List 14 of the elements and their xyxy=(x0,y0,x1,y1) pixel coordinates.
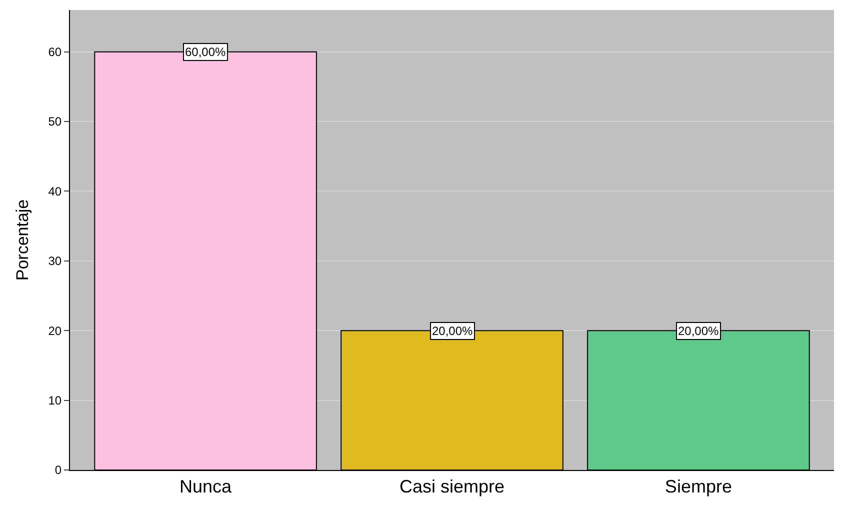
data-label: 20,00% xyxy=(432,324,474,338)
y-tick-label: 40 xyxy=(48,184,62,198)
data-label: 20,00% xyxy=(678,324,720,338)
y-tick-label: 50 xyxy=(48,114,62,129)
y-tick-label: 0 xyxy=(54,463,62,478)
y-tick-label: 60 xyxy=(48,45,62,60)
y-tick-label: 20 xyxy=(48,324,62,338)
y-axis-title: Porcentaje xyxy=(12,199,32,281)
x-tick-label: Siempre xyxy=(664,476,732,497)
y-tick-label: 30 xyxy=(48,254,62,268)
data-label: 60,00% xyxy=(185,45,226,59)
y-tick-label: 10 xyxy=(48,394,62,408)
x-tick-label: Casi siempre xyxy=(399,476,505,497)
x-tick-label: Nunca xyxy=(180,476,233,497)
